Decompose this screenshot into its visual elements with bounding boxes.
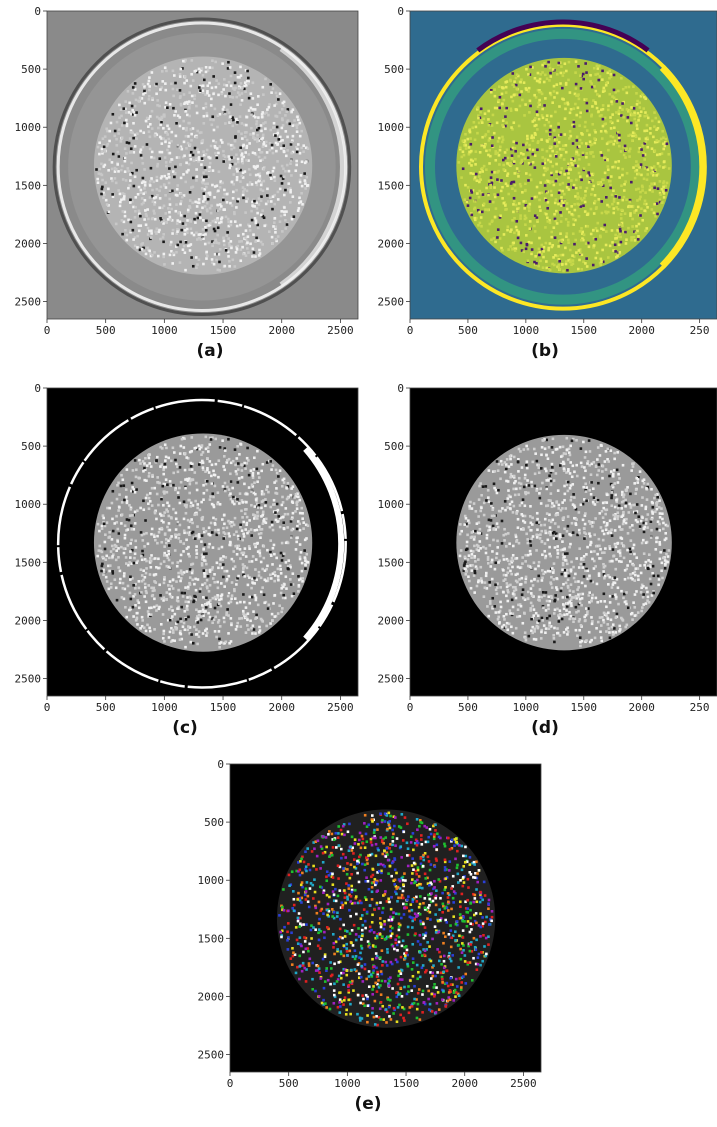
x-tick-label: 2000 — [268, 701, 295, 714]
y-tick-label: 0 — [34, 5, 41, 18]
panel-c-image — [47, 388, 358, 696]
y-tick-label: 2000 — [198, 990, 225, 1003]
y-tick-label: 500 — [21, 63, 41, 76]
panel-d-image — [410, 388, 717, 696]
x-tick-label: 0 — [407, 701, 414, 714]
x-tick-label: 1000 — [513, 701, 540, 714]
panel-caption: (a) — [196, 341, 223, 361]
x-tick-label: 2000 — [268, 324, 295, 337]
panel-b: 0 500 1000 1500 2000 25005001000150020002500(… — [378, 5, 717, 361]
panel-a: 0 500 1000 1500 2000 2500 0 500 1000 1500 2000 2500… — [15, 5, 359, 361]
y-tick-label: 500 — [21, 440, 41, 453]
x-tick-label: 250 — [690, 324, 710, 337]
container-ring — [56, 398, 347, 689]
panel-c: 0 500 1000 1500 2000 2500 0 500 1000 1500 2000 2500… — [15, 382, 359, 738]
y-tick-label: 2000 — [15, 614, 42, 627]
y-tick-label: 1500 — [378, 179, 405, 192]
x-tick-label: 1500 — [210, 701, 237, 714]
panel-caption: (e) — [354, 1094, 381, 1114]
x-tick-label: 1000 — [334, 1077, 361, 1090]
x-tick-label: 2500 — [510, 1077, 537, 1090]
y-tick-label: 0 — [217, 758, 224, 771]
y-tick-label: 500 — [204, 816, 224, 829]
x-tick-label: 2000 — [628, 324, 655, 337]
y-tick-label: 0 — [397, 382, 404, 395]
x-tick-label: 1500 — [210, 324, 237, 337]
panel-caption: (b) — [531, 341, 559, 361]
y-tick-label: 2000 — [15, 237, 42, 250]
x-tick-label: 2000 — [451, 1077, 478, 1090]
x-tick-label: 0 — [227, 1077, 234, 1090]
container-ring — [56, 21, 348, 313]
y-tick-label: 1000 — [198, 874, 225, 887]
y-tick-label: 500 — [384, 63, 404, 76]
y-tick-label: 0 — [34, 382, 41, 395]
x-tick-label: 250 — [690, 701, 710, 714]
x-tick-label: 1500 — [571, 701, 598, 714]
y-tick-label: 1000 — [378, 498, 405, 511]
x-tick-label: 2000 — [628, 701, 655, 714]
y-tick-label: 2500 — [378, 296, 405, 309]
x-tick-label: 0 — [44, 701, 51, 714]
y-tick-label: 1500 — [15, 179, 42, 192]
x-tick-label: 500 — [96, 324, 116, 337]
particle-texture — [458, 436, 671, 648]
y-tick-label: 2500 — [15, 296, 42, 309]
x-tick-label: 500 — [458, 701, 478, 714]
particle-disc — [456, 434, 672, 651]
particle-texture — [457, 60, 671, 273]
y-tick-label: 2000 — [378, 237, 405, 250]
y-tick-label: 2500 — [15, 673, 42, 686]
x-tick-label: 500 — [458, 324, 478, 337]
y-tick-label: 2500 — [378, 673, 405, 686]
y-tick-label: 1500 — [198, 932, 225, 945]
x-tick-label: 0 — [44, 324, 51, 337]
particle-texture — [95, 58, 310, 272]
panel-a-image — [47, 11, 358, 319]
panel-b-image — [410, 11, 717, 319]
particle-texture — [278, 811, 494, 1027]
x-tick-label: 0 — [407, 324, 414, 337]
x-tick-label: 1500 — [571, 324, 598, 337]
panel-e-image — [230, 764, 541, 1072]
x-tick-label: 500 — [279, 1077, 299, 1090]
particle-texture — [96, 435, 310, 649]
y-tick-label: 0 — [397, 5, 404, 18]
y-tick-label: 1000 — [378, 121, 405, 134]
panel-caption: (d) — [531, 718, 559, 738]
particle-disc — [93, 56, 313, 275]
y-tick-label: 2500 — [198, 1049, 225, 1062]
x-tick-label: 1000 — [151, 701, 178, 714]
y-tick-label: 1000 — [15, 498, 42, 511]
x-tick-label: 2500 — [327, 701, 354, 714]
y-tick-label: 500 — [384, 440, 404, 453]
panel-caption: (c) — [172, 718, 198, 738]
panel-e: 0 500 1000 1500 2000 2500 0 500 1000 1500 2000 2500… — [198, 758, 542, 1114]
x-tick-label: 1500 — [393, 1077, 420, 1090]
x-tick-label: 1000 — [513, 324, 540, 337]
y-tick-label: 2000 — [378, 614, 405, 627]
x-tick-label: 500 — [96, 701, 116, 714]
y-tick-label: 1500 — [378, 556, 405, 569]
x-tick-label: 2500 — [327, 324, 354, 337]
panel-d: 0 500 1000 1500 2000 25005001000150020002500(… — [378, 382, 717, 738]
particle-disc — [93, 433, 313, 652]
y-tick-label: 1500 — [15, 556, 42, 569]
x-tick-label: 1000 — [151, 324, 178, 337]
y-tick-label: 1000 — [15, 121, 42, 134]
